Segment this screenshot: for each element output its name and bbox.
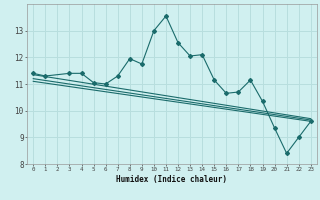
X-axis label: Humidex (Indice chaleur): Humidex (Indice chaleur) (116, 175, 228, 184)
